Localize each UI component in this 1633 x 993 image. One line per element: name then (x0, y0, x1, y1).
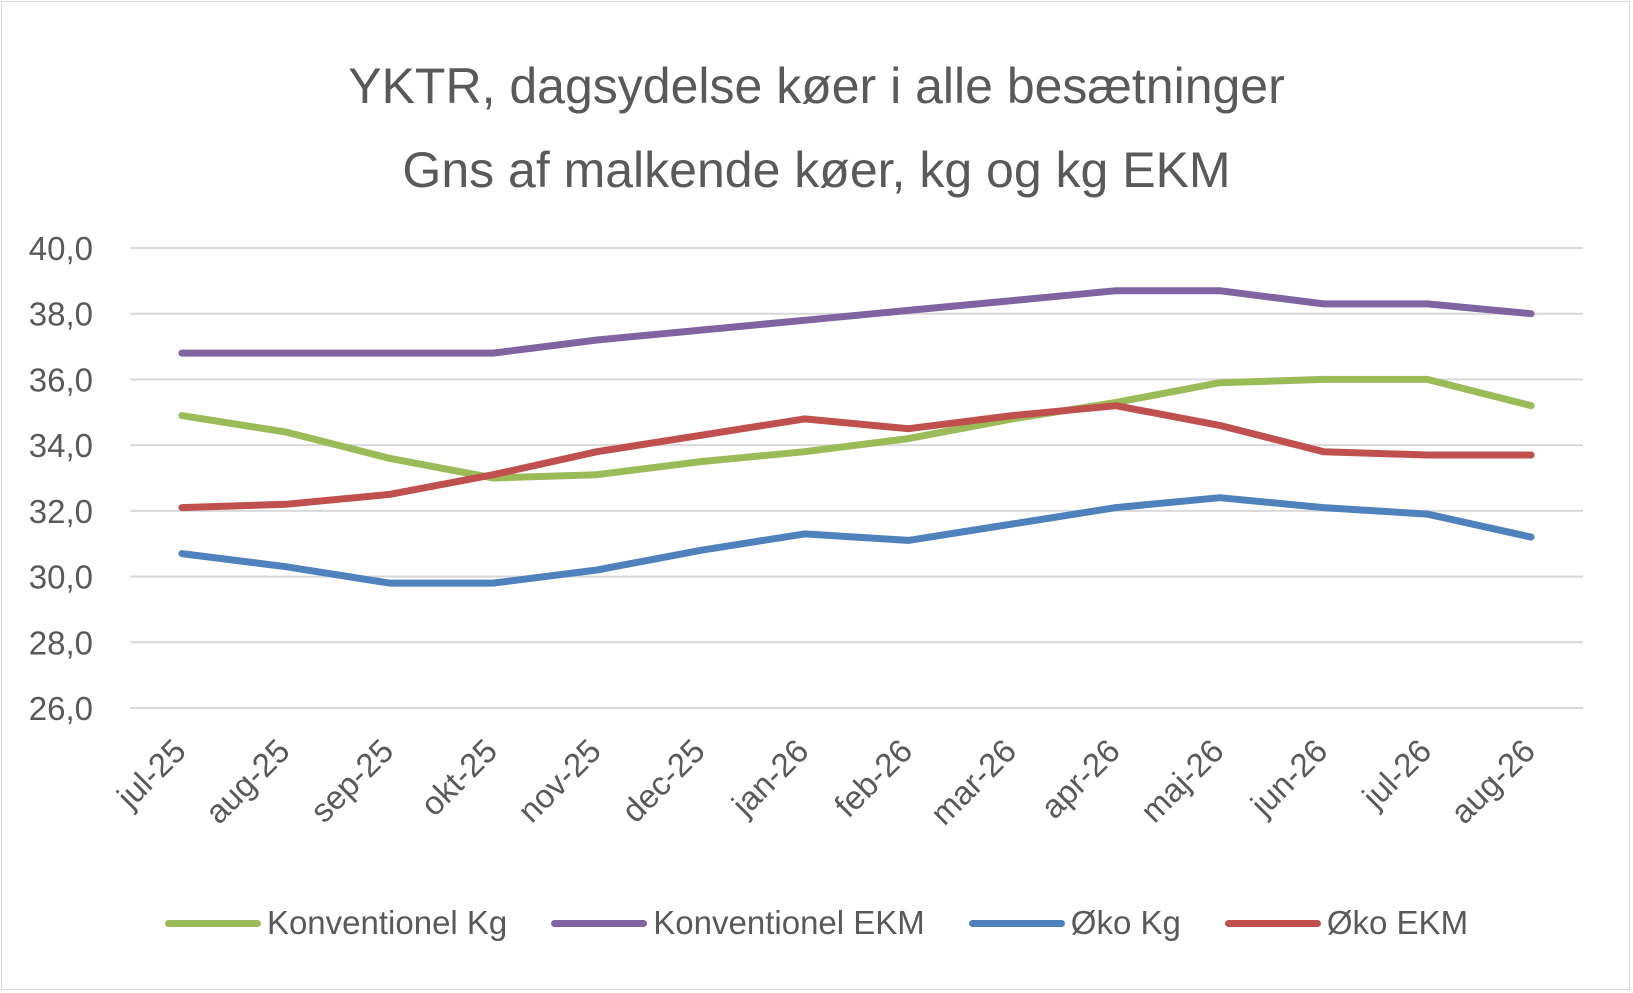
y-tick-label: 34,0 (29, 427, 93, 464)
legend-item: Konventionel EKM (551, 904, 925, 942)
x-tick-label: jun-26 (1243, 732, 1335, 824)
x-tick-label: apr-26 (1033, 732, 1127, 826)
legend-label: Konventionel Kg (266, 904, 508, 941)
x-tick-label: sep-25 (303, 732, 401, 830)
y-tick-label: 28,0 (29, 624, 93, 661)
x-tick-label: feb-26 (827, 732, 919, 824)
legend-label: Øko EKM (1326, 904, 1469, 941)
y-tick-label: 30,0 (29, 559, 93, 596)
legend-item: Øko EKM (1224, 904, 1469, 942)
x-tick-label: nov-25 (510, 732, 608, 830)
legend-swatch (1224, 919, 1321, 927)
y-tick-label: 36,0 (29, 361, 93, 398)
x-tick-label: dec-25 (614, 732, 712, 830)
chart-title: YKTR, dagsydelse køer i alle besætninger (348, 58, 1285, 114)
x-tick-label: aug-26 (1443, 732, 1542, 831)
series-line (178, 287, 1535, 357)
y-tick-label: 26,0 (29, 690, 93, 727)
series-line (178, 402, 1535, 512)
x-tick-label: maj-26 (1133, 732, 1230, 829)
chart-subtitle: Gns af malkende køer, kg og kg EKM (402, 142, 1231, 198)
legend-label: Konventionel EKM (653, 904, 925, 941)
x-tick-label: okt-25 (413, 732, 504, 823)
series-line (178, 375, 1535, 482)
legend-item: Øko Kg (968, 904, 1181, 942)
chart-title-block: YKTR, dagsydelse køer i alle besætninger… (0, 44, 1633, 212)
legend-swatch (968, 919, 1065, 927)
x-tick-label: jul-25 (109, 732, 193, 816)
x-tick-label: mar-26 (923, 732, 1023, 832)
x-tick-label: jan-26 (724, 732, 816, 824)
y-tick-label: 32,0 (29, 493, 93, 530)
x-tick-label: aug-25 (198, 732, 297, 831)
series-line (178, 494, 1535, 587)
legend-swatch (551, 919, 648, 927)
y-tick-label: 40,0 (29, 230, 93, 267)
x-tick-label: jul-26 (1354, 732, 1438, 816)
chart-legend: Konventionel Kg Konventionel EKM Øko Kg Øko… (0, 895, 1633, 951)
legend-swatch (164, 919, 261, 927)
legend-label: Øko Kg (1070, 904, 1181, 941)
legend-item: Konventionel Kg (164, 904, 508, 942)
y-tick-label: 38,0 (29, 296, 93, 333)
